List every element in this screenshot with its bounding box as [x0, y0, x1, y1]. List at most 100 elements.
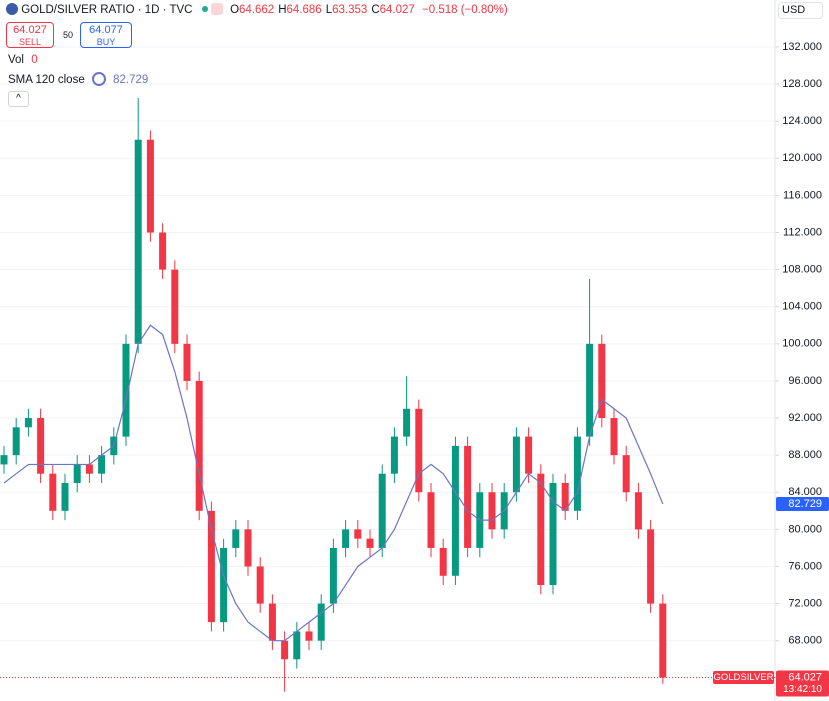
- y-tick-label: 112.000: [783, 226, 822, 238]
- ohlc-label: C: [371, 4, 380, 16]
- y-tick-label: 72.000: [788, 597, 822, 609]
- candle-body: [73, 464, 81, 483]
- candle-body: [37, 418, 45, 474]
- sell-button[interactable]: 64.027 SELL: [6, 22, 54, 48]
- sma-line: [3, 324, 664, 642]
- change: −0.518 (−0.80%): [422, 4, 508, 16]
- candle-body: [244, 529, 252, 567]
- candle-body: [171, 269, 179, 344]
- candle-body: [610, 418, 618, 456]
- candle-body: [634, 492, 642, 530]
- y-tick-label: 116.000: [783, 189, 822, 201]
- y-tick-label: 128.000: [782, 78, 822, 90]
- y-tick-label: 108.000: [782, 264, 822, 276]
- candle-body: [85, 464, 93, 474]
- y-tick-label: 80.000: [788, 523, 822, 535]
- candle-body: [659, 603, 667, 678]
- candle-body: [98, 455, 106, 474]
- y-tick-label: 132.000: [782, 41, 822, 53]
- candle-body: [24, 418, 32, 428]
- candle-body: [451, 445, 459, 576]
- status-icon: [210, 3, 223, 15]
- y-tick-label: 120.000: [782, 152, 822, 164]
- candle-body: [12, 427, 20, 456]
- candle-body: [256, 566, 264, 604]
- y-tick-label: 88.000: [788, 449, 822, 461]
- y-tick-label: 124.000: [782, 115, 822, 127]
- flag-icon: [6, 3, 18, 15]
- candle-body: [561, 482, 569, 511]
- candle-body: [525, 436, 533, 474]
- candle-body: [573, 436, 581, 511]
- spread: 50: [63, 30, 74, 40]
- candle-body: [647, 529, 655, 604]
- candle-body: [403, 408, 411, 437]
- candle-body: [146, 139, 154, 233]
- candle-body: [317, 603, 325, 641]
- ohlc: O64.662 H64.686 L63.353 C64.027: [230, 4, 419, 16]
- candle-body: [183, 343, 191, 381]
- ohlc-value: 63.353: [332, 4, 368, 16]
- candle-body: [464, 445, 472, 548]
- candle-body: [122, 343, 130, 437]
- candle-body: [305, 631, 313, 641]
- countdown-label: 13:42:10: [783, 684, 822, 695]
- candle-body: [549, 482, 557, 586]
- currency-button[interactable]: USD: [778, 2, 823, 19]
- candle-body: [598, 343, 606, 419]
- price-label: 64.027: [788, 671, 822, 683]
- candle-body: [159, 232, 167, 270]
- ohlc-label: O: [230, 4, 240, 16]
- sma-label: 82.729: [788, 498, 822, 510]
- y-tick-label: 100.000: [782, 338, 822, 350]
- candle-body: [0, 455, 8, 465]
- collapse-button[interactable]: ^: [8, 91, 29, 107]
- y-tick-label: 104.000: [782, 301, 822, 313]
- symbol-label: GOLDSILVER: [713, 672, 773, 683]
- candle-body: [268, 603, 276, 641]
- candle-body: [220, 547, 228, 623]
- candle-body: [329, 547, 337, 604]
- candle-body: [354, 529, 362, 539]
- ohlc-value: 64.027: [379, 4, 415, 16]
- ohlc-label: H: [278, 4, 287, 16]
- candle-body: [586, 343, 594, 437]
- candle-body: [415, 408, 423, 493]
- candle-body: [366, 538, 374, 548]
- candle-body: [134, 139, 142, 344]
- candle-body: [622, 455, 630, 493]
- indicator-icon: [91, 72, 106, 86]
- symbol-title: GOLD/SILVER RATIO · 1D · TVC: [21, 4, 193, 16]
- ohlc-value: 64.686: [286, 4, 322, 16]
- candle-body: [439, 547, 447, 576]
- sell-label: SELL: [18, 37, 42, 47]
- buy-label: BUY: [96, 37, 116, 47]
- symbol-row: GOLD/SILVER RATIO · 1D · TVC O64.662 H64.…: [6, 3, 508, 16]
- candle-body: [512, 436, 520, 493]
- symbol-label-box: [713, 671, 774, 685]
- candle-body: [61, 482, 69, 511]
- indicator-value: 82.729: [113, 74, 149, 86]
- volume-row: Vol 0: [8, 54, 38, 66]
- candle-body: [49, 473, 57, 511]
- buy-price: 64.077: [89, 24, 123, 36]
- candle-body: [537, 473, 545, 586]
- sma-label-box: [776, 497, 829, 512]
- candle-body: [488, 492, 496, 530]
- volume-label: Vol: [8, 54, 24, 66]
- candle-body: [195, 380, 203, 511]
- candle-body: [390, 436, 398, 474]
- price-label-box: [776, 670, 829, 697]
- indicator-row: SMA 120 close 82.729: [8, 72, 148, 86]
- candle-body: [378, 473, 386, 548]
- y-tick-label: 96.000: [788, 375, 822, 387]
- ohlc-label: L: [325, 4, 333, 16]
- y-tick-label: 92.000: [788, 412, 822, 424]
- buy-button[interactable]: 64.077 BUY: [80, 22, 132, 48]
- y-tick-label: 76.000: [788, 560, 822, 572]
- ohlc-value: 64.662: [239, 4, 275, 16]
- candle-body: [293, 631, 301, 660]
- y-tick-label: 84.000: [788, 486, 822, 498]
- candle-body: [207, 510, 215, 623]
